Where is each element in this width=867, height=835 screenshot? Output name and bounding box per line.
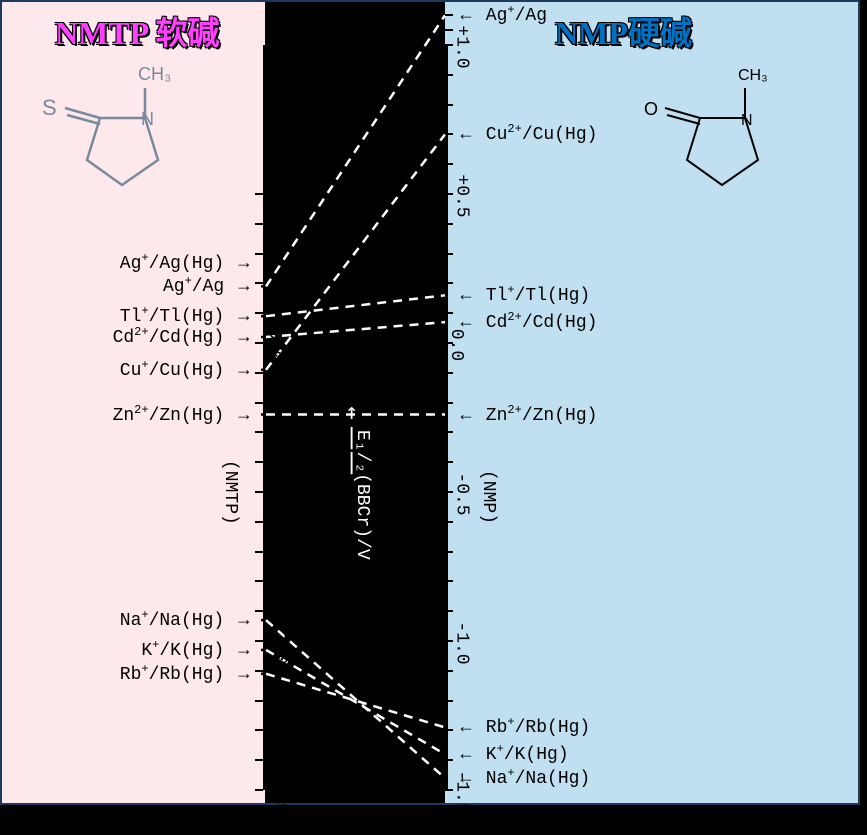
tick-right (445, 402, 453, 404)
tick-right (445, 29, 453, 31)
tick-right (445, 431, 453, 433)
dash-line (266, 650, 445, 754)
tick-left (255, 700, 263, 702)
tick-left (255, 521, 263, 523)
axis-tick-label-right: -0.5 (452, 472, 472, 515)
couple-left: Na+/Na(Hg) → (120, 608, 253, 631)
tick-right (445, 163, 453, 165)
tick-left (255, 312, 263, 314)
couple-right: ← Tl+/Tl(Hg) (457, 283, 590, 306)
tick-right (445, 461, 453, 463)
tick-right (445, 104, 453, 106)
tick-left (255, 640, 263, 642)
couple-right: ← Cd2+/Cd(Hg) (457, 310, 597, 333)
couple-right: ← Na+/Na(Hg) (457, 766, 590, 789)
tick-right (445, 610, 453, 612)
tick-left (255, 789, 263, 791)
tick-right (445, 133, 453, 135)
axis-tick-label-right: -1.0 (452, 621, 472, 664)
couple-left: Cd2+/Cd(Hg) → (113, 325, 253, 348)
axis-tick-label-left: -1.0 (270, 621, 290, 664)
tick-left (255, 342, 263, 344)
couple-right: ← Ag+/Ag (457, 3, 547, 26)
couple-right: ← K+/K(Hg) (457, 742, 569, 765)
tick-right (445, 580, 453, 582)
tick-left (255, 551, 263, 553)
tick-left (255, 461, 263, 463)
tick-right (445, 253, 453, 255)
tick-left (255, 670, 263, 672)
tick-right (445, 551, 453, 553)
axis-tick-label-right: +0.5 (452, 174, 472, 217)
tick-right (445, 700, 453, 702)
tick-left (255, 193, 263, 195)
tick-right (445, 74, 453, 76)
axis-tick-label-right: +1.0 (452, 25, 472, 68)
tick-left (255, 580, 263, 582)
tick-left (255, 759, 263, 761)
couple-left: Tl+/Tl(Hg) → (120, 304, 253, 327)
couple-right: ← Zn2+/Zn(Hg) (457, 403, 597, 426)
tick-right (445, 759, 453, 761)
tick-right (445, 223, 453, 225)
couple-right: ← Rb+/Rb(Hg) (457, 715, 590, 738)
tick-right (445, 282, 453, 284)
couple-right: ← Cu2+/Cu(Hg) (457, 122, 597, 145)
tick-right (445, 729, 453, 731)
axis-tick-label-left: -1.5 (270, 770, 290, 813)
axis-tick-label-right: 0.0 (446, 329, 466, 361)
axis-tick-label-left: +0.5 (270, 174, 290, 217)
couple-left: Ag+/Ag → (163, 274, 253, 297)
tick-left (255, 282, 263, 284)
tick-left (255, 431, 263, 433)
couple-left: Rb+/Rb(Hg) → (120, 662, 253, 685)
tick-left (255, 729, 263, 731)
tick-right (445, 372, 453, 374)
tick-left (255, 491, 263, 493)
axis-tick-label-left: -0.5 (270, 472, 290, 515)
tick-left (255, 372, 263, 374)
tick-left (255, 402, 263, 404)
couple-left: Zn2+/Zn(Hg) → (113, 403, 253, 426)
couple-left: K+/K(Hg) → (141, 638, 253, 661)
tick-left (255, 223, 263, 225)
tick-left (255, 253, 263, 255)
dash-line (266, 134, 445, 369)
tick-right (445, 312, 453, 314)
dash-line (266, 295, 445, 316)
axis-tick-label-left: 0.0 (264, 329, 284, 361)
tick-right (445, 14, 453, 16)
dash-line (266, 15, 445, 286)
couple-left: Ag+/Ag(Hg) → (120, 251, 253, 274)
tick-right (445, 521, 453, 523)
tick-right (445, 670, 453, 672)
dash-line (266, 322, 445, 337)
couple-left: Cu+/Cu(Hg) → (120, 358, 253, 381)
dash-line (266, 620, 445, 778)
tick-left (255, 610, 263, 612)
